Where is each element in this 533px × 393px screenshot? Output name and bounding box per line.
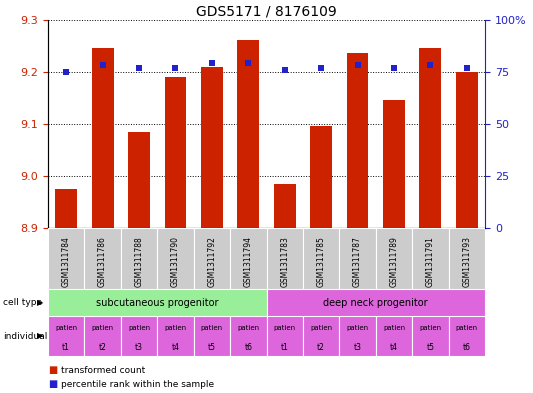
Bar — [55, 189, 77, 228]
Text: GSM1311792: GSM1311792 — [207, 236, 216, 287]
Text: ■: ■ — [48, 379, 57, 389]
Bar — [157, 316, 193, 356]
Text: patien: patien — [383, 325, 405, 331]
Bar — [346, 53, 368, 228]
Bar — [303, 228, 340, 289]
Bar — [340, 316, 376, 356]
Bar — [266, 316, 303, 356]
Text: deep neck progenitor: deep neck progenitor — [324, 298, 428, 308]
Text: t6: t6 — [463, 343, 471, 351]
Text: GSM1311787: GSM1311787 — [353, 236, 362, 287]
Text: patien: patien — [419, 325, 441, 331]
Bar — [237, 40, 259, 228]
Bar — [456, 72, 478, 228]
Text: GSM1311783: GSM1311783 — [280, 236, 289, 287]
Bar — [310, 127, 332, 228]
Bar — [412, 228, 449, 289]
Text: ▶: ▶ — [37, 332, 44, 340]
Bar — [376, 228, 412, 289]
Text: t1: t1 — [281, 343, 289, 351]
Text: patien: patien — [346, 325, 369, 331]
Bar — [449, 228, 485, 289]
Bar — [128, 132, 150, 228]
Text: t4: t4 — [390, 343, 398, 351]
Text: t4: t4 — [172, 343, 180, 351]
Bar — [449, 316, 485, 356]
Bar — [193, 228, 230, 289]
Text: t5: t5 — [208, 343, 216, 351]
Title: GDS5171 / 8176109: GDS5171 / 8176109 — [196, 4, 337, 18]
Text: t2: t2 — [317, 343, 325, 351]
Text: patien: patien — [92, 325, 114, 331]
Text: GSM1311785: GSM1311785 — [317, 236, 326, 287]
Bar — [165, 77, 187, 228]
Bar — [419, 48, 441, 228]
Bar — [48, 228, 84, 289]
Text: subcutaneous progenitor: subcutaneous progenitor — [96, 298, 219, 308]
Text: ■: ■ — [48, 365, 57, 375]
Text: GSM1311794: GSM1311794 — [244, 236, 253, 287]
Text: percentile rank within the sample: percentile rank within the sample — [61, 380, 214, 389]
Text: patien: patien — [456, 325, 478, 331]
Bar — [84, 228, 121, 289]
Text: ▶: ▶ — [37, 298, 44, 307]
Bar — [84, 316, 121, 356]
Text: t2: t2 — [99, 343, 107, 351]
Text: GSM1311784: GSM1311784 — [62, 236, 71, 287]
Text: GSM1311788: GSM1311788 — [134, 236, 143, 287]
Bar — [121, 228, 157, 289]
Bar — [376, 316, 412, 356]
Bar — [48, 289, 266, 316]
Text: patien: patien — [164, 325, 187, 331]
Bar — [121, 316, 157, 356]
Bar — [340, 228, 376, 289]
Bar — [48, 316, 84, 356]
Bar — [266, 289, 485, 316]
Text: patien: patien — [55, 325, 77, 331]
Text: GSM1311793: GSM1311793 — [462, 236, 471, 287]
Text: patien: patien — [273, 325, 296, 331]
Text: cell type: cell type — [3, 298, 42, 307]
Bar — [92, 48, 114, 228]
Bar — [274, 184, 296, 228]
Text: t3: t3 — [135, 343, 143, 351]
Text: t6: t6 — [244, 343, 252, 351]
Text: GSM1311791: GSM1311791 — [426, 236, 435, 287]
Text: t5: t5 — [426, 343, 434, 351]
Text: patien: patien — [237, 325, 260, 331]
Text: t3: t3 — [353, 343, 361, 351]
Text: patien: patien — [128, 325, 150, 331]
Text: patien: patien — [310, 325, 332, 331]
Bar — [230, 228, 266, 289]
Text: individual: individual — [3, 332, 47, 340]
Bar — [157, 228, 193, 289]
Text: GSM1311786: GSM1311786 — [98, 236, 107, 287]
Bar — [266, 228, 303, 289]
Text: GSM1311789: GSM1311789 — [390, 236, 399, 287]
Text: patien: patien — [201, 325, 223, 331]
Bar — [383, 100, 405, 228]
Bar — [412, 316, 449, 356]
Bar — [230, 316, 266, 356]
Text: transformed count: transformed count — [61, 366, 146, 375]
Text: t1: t1 — [62, 343, 70, 351]
Text: GSM1311790: GSM1311790 — [171, 236, 180, 287]
Bar — [193, 316, 230, 356]
Bar — [201, 66, 223, 228]
Bar — [303, 316, 340, 356]
